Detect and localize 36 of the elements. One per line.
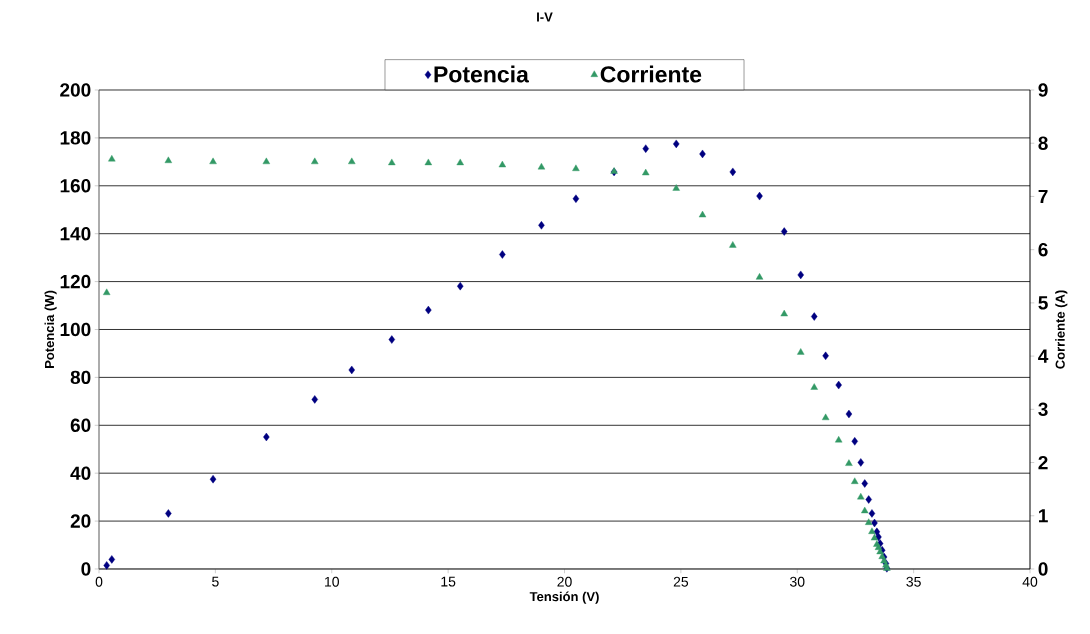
chart-title: I-V [537,12,553,22]
y-tick-label: 140 [60,226,91,241]
legend-label: Potencia [434,65,529,83]
y2-tick-label: 0 [1038,562,1048,576]
y2-tick-label: 9 [1038,83,1048,97]
y2-tick-label: 6 [1038,242,1048,257]
x-tick-label: 25 [673,576,689,587]
y2-tick-label: 8 [1038,136,1048,150]
y2-axis-title: Corriente (A) [1055,290,1068,369]
y-tick-label: 100 [60,322,91,337]
y-tick-label: 0 [81,562,91,576]
legend-label: Corriente [600,65,702,83]
x-tick-label: 15 [441,576,456,587]
y2-tick-label: 1 [1038,509,1048,523]
x-tick-label: 0 [95,576,103,587]
y2-tick-label: 5 [1038,296,1048,310]
y-tick-label: 180 [60,131,91,145]
y2-tick-label: 4 [1038,349,1049,363]
x-axis-title: Tensión (V) [529,591,599,604]
x-tick-label: 10 [325,576,339,587]
y2-tick-label: 3 [1038,402,1048,417]
y-tick-label: 120 [60,274,91,289]
x-tick-label: 40 [1022,576,1038,587]
y2-tick-label: 2 [1038,455,1048,470]
x-tick-label: 30 [790,576,805,587]
y-tick-label: 60 [70,418,91,433]
x-tick-label: 5 [212,576,219,587]
x-tick-label: 20 [557,576,572,587]
y-tick-label: 40 [70,466,91,480]
y-tick-label: 200 [60,83,91,97]
y2-tick-label: 7 [1038,189,1048,203]
x-tick-label: 35 [906,576,921,587]
y-tick-label: 80 [70,370,91,385]
y-axis-title: Potencia (W) [44,290,57,368]
y-tick-label: 20 [70,514,91,528]
y-tick-label: 160 [60,179,91,193]
